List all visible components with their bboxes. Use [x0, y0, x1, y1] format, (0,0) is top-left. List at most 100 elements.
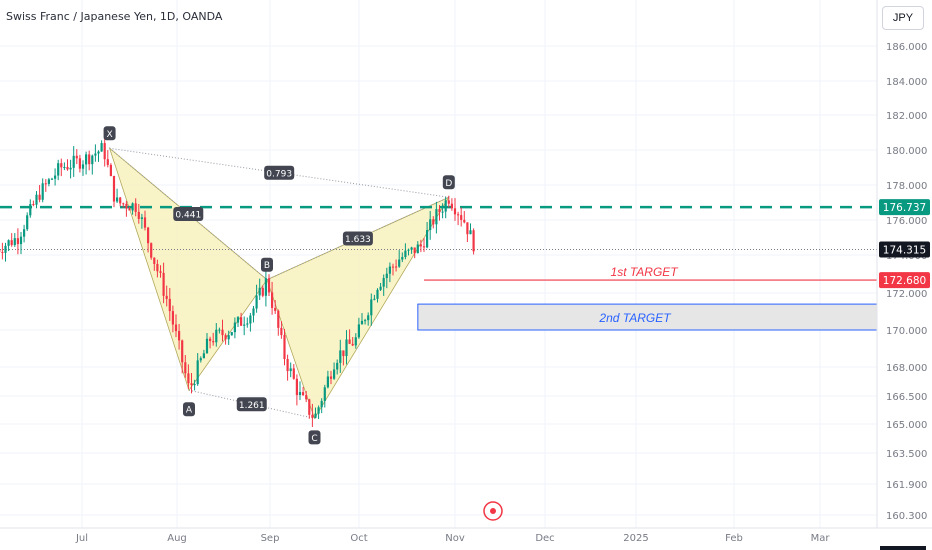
candle-body-up [357, 324, 360, 338]
price-tick-label: 166.500 [886, 392, 927, 403]
candle-body-up [22, 229, 26, 237]
resistance-tag-label: 176.737 [883, 202, 926, 214]
candle-body-up [360, 320, 364, 325]
candle-body-up [193, 384, 196, 386]
candle-body-down [413, 247, 416, 254]
candle-body-down [422, 246, 426, 248]
candle-body-up [202, 353, 205, 359]
candle-body-up [236, 317, 240, 323]
candle-body-down [32, 204, 35, 206]
candle-body-down [112, 175, 116, 202]
price-tick-label: 184.000 [886, 77, 927, 88]
ratio-label: 0.793 [266, 169, 292, 179]
candle-body-up [354, 337, 357, 346]
candle-body-down [329, 376, 333, 379]
candle-body-down [342, 350, 345, 357]
candle-body-down [153, 257, 156, 264]
candle-body-up [444, 200, 447, 212]
candle-body-down [283, 335, 286, 360]
time-tick-label: Sep [261, 533, 280, 544]
candle-body-up [249, 315, 252, 324]
point-label-b: B [264, 261, 270, 271]
candle-body-down [16, 238, 19, 245]
candle-body-down [171, 311, 174, 325]
candle-body-up [97, 151, 100, 154]
candle-body-up [398, 259, 401, 267]
candle-body-up [230, 332, 233, 336]
price-tick-label: 180.000 [886, 146, 927, 157]
candle-body-up [441, 211, 444, 213]
candle-body-down [66, 167, 69, 170]
candle-body-up [26, 215, 29, 230]
pattern-ratio-line [188, 389, 315, 419]
candle-body-down [1, 252, 4, 254]
time-tick-label: Feb [725, 533, 743, 544]
candle-body-down [208, 338, 212, 342]
candle-body-down [286, 359, 289, 372]
price-tick-label: 186.000 [886, 42, 927, 53]
candle-body-down [432, 219, 435, 225]
candle-body-up [91, 155, 94, 165]
candle-body-up [84, 154, 88, 165]
candle-body-up [7, 240, 10, 246]
candle-body-up [404, 250, 407, 257]
candle-body-up [407, 249, 410, 251]
candle-body-up [50, 178, 54, 180]
time-axis: Jul Aug Sep Oct Nov Dec 2025 Feb Mar [0, 501, 932, 550]
candle-body-down [261, 287, 264, 296]
candle-body-down [150, 243, 153, 258]
candle-body-up [199, 358, 202, 361]
candle-body-up [115, 197, 119, 202]
candle-body-up [205, 338, 209, 354]
resistance-tag [879, 199, 930, 216]
candle-body-down [137, 211, 140, 219]
candle-body-down [456, 214, 460, 216]
candle-body-up [35, 194, 38, 205]
currency-button[interactable]: JPY [882, 6, 924, 30]
candle-body-down [438, 209, 441, 213]
candle-body-up [63, 167, 66, 169]
candle-body-down [122, 203, 125, 205]
candle-body-up [29, 204, 32, 216]
candle-body-up [53, 175, 57, 179]
candle-body-down [159, 271, 162, 273]
candle-body-down [274, 307, 277, 311]
candle-body-up [367, 315, 370, 321]
candle-body-up [326, 376, 329, 388]
candle-body-down [466, 222, 469, 235]
candle-body-down [190, 383, 193, 385]
candle-body-up [320, 400, 323, 408]
pattern-labels: X A B C D 0.441 1.261 1.633 0.793 [103, 126, 455, 445]
candle-body-up [264, 278, 267, 296]
candle-body-down [187, 373, 190, 384]
candle-body-down [134, 203, 137, 212]
candle-body-down [308, 399, 311, 415]
time-tick-label: Nov [445, 533, 465, 544]
candle-body-up [363, 320, 367, 322]
candle-body-up [323, 387, 326, 401]
ratio-label: 0.441 [175, 210, 201, 220]
candle-body-up [140, 217, 143, 219]
price-levels: 1st TARGET 2nd TARGET [0, 205, 878, 331]
candle-body-down [391, 266, 395, 268]
grid [0, 0, 877, 528]
candle-body-down [419, 244, 422, 247]
candle-body-down [106, 159, 109, 165]
candle-body-down [103, 143, 106, 160]
scroll-indicator [880, 546, 926, 550]
candle-body-up [401, 256, 404, 260]
ratio-badge [173, 206, 204, 221]
candle-body-down [267, 278, 271, 293]
candle-body-up [469, 230, 472, 235]
candle-body-up [379, 286, 382, 290]
candle-body-up [289, 368, 292, 372]
candle-body-up [376, 289, 379, 299]
candle-body-down [146, 227, 150, 244]
last-price-tag [879, 241, 930, 258]
candle-body-up [336, 362, 339, 370]
candle-body-down [280, 327, 283, 336]
price-tick-label: 160.300 [886, 511, 927, 522]
target2-zone [417, 303, 878, 331]
candle-body-up [298, 392, 302, 396]
